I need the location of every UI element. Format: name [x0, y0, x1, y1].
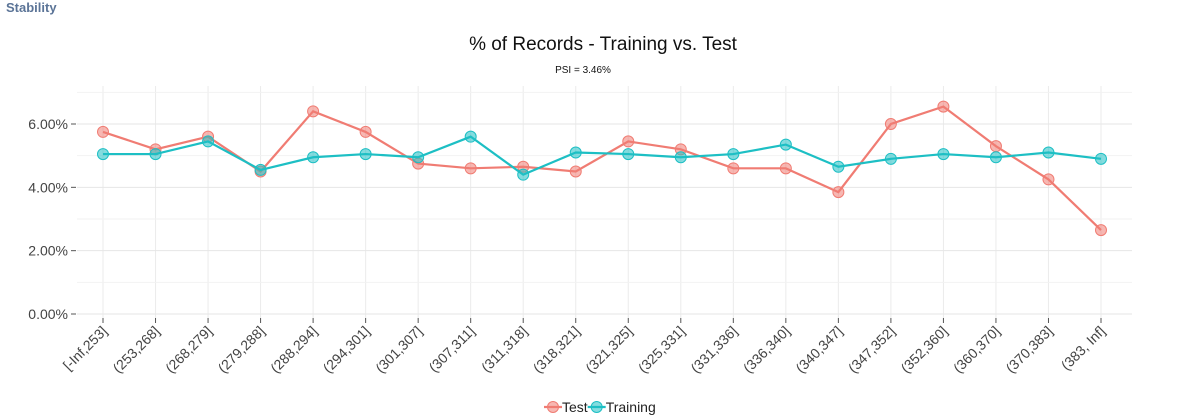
point-test: [464, 162, 477, 175]
legend: Test Training: [544, 399, 656, 415]
x-tick-label: (336,340]: [740, 323, 793, 376]
point-training: [254, 163, 267, 176]
point-training: [97, 148, 109, 161]
point-test: [359, 125, 372, 138]
legend-key-point-training: [590, 401, 603, 413]
x-tick-label: (268,279]: [162, 323, 215, 376]
point-training: [1095, 152, 1107, 165]
point-training: [412, 151, 425, 164]
point-training: [359, 148, 372, 161]
point-test: [622, 135, 635, 148]
series-line-test: [102, 105, 1102, 231]
x-tick-label: (307,311]: [425, 323, 477, 375]
point-training: [149, 148, 162, 161]
point-training: [464, 130, 477, 143]
point-training: [674, 151, 687, 164]
x-tick-label: (340,347]: [792, 323, 845, 376]
x-tick-label: (311,318]: [478, 323, 530, 375]
grid: [77, 86, 1132, 318]
series-group: [97, 100, 1107, 237]
chart-subtitle: PSI = 3.46%: [555, 65, 611, 76]
x-tick-label: (321,325]: [582, 323, 635, 376]
x-tick-label: (294,301]: [320, 323, 373, 376]
point-test: [832, 186, 845, 199]
x-tick-label: (253,268]: [109, 323, 162, 376]
point-test: [569, 165, 582, 178]
x-tick-label: (370,383]: [1002, 323, 1055, 376]
point-training: [202, 135, 215, 148]
point-training: [569, 146, 582, 159]
legend-key-point-test: [547, 401, 559, 413]
x-tick-label: (301,307]: [372, 323, 425, 376]
y-axis: 0.00% 2.00% 4.00% 6.00%: [28, 116, 76, 322]
x-tick-label: (360,370]: [950, 323, 1003, 376]
point-test: [1095, 224, 1107, 237]
x-tick-label: (331,336]: [687, 323, 740, 376]
x-tick-label: (325,331]: [635, 323, 688, 376]
x-tick-label: (347,352]: [845, 323, 898, 376]
legend-label-test: Test: [562, 399, 588, 415]
point-training: [517, 168, 530, 181]
chart-title: % of Records - Training vs. Test: [469, 34, 738, 55]
point-test: [97, 125, 109, 138]
point-training: [832, 160, 845, 173]
point-test: [1042, 173, 1055, 186]
point-test: [307, 105, 320, 118]
legend-label-training: Training: [606, 399, 656, 415]
point-training: [307, 151, 320, 164]
y-tick-label: 4.00%: [28, 179, 68, 195]
y-tick-label: 2.00%: [28, 243, 68, 259]
section-title: Stability: [6, 0, 57, 15]
x-tick-label: [-Inf,253]: [60, 323, 110, 373]
point-training: [727, 148, 740, 161]
x-tick-label: (279,288]: [215, 323, 268, 376]
point-training: [937, 148, 950, 161]
point-training: [989, 151, 1002, 164]
point-test: [884, 118, 897, 130]
y-tick-label: 0.00%: [28, 306, 68, 322]
x-tick-label: (383, Inf]: [1058, 323, 1108, 373]
point-training: [779, 138, 792, 151]
series-line-training: [103, 135, 1102, 176]
x-tick-label: (318,321]: [530, 323, 583, 376]
point-test: [779, 162, 792, 175]
x-axis: [-Inf,253] (253,268] (268,279] (279,288] (28…: [60, 318, 1108, 376]
point-training: [884, 152, 897, 165]
x-tick-label: (352,360]: [897, 323, 950, 376]
point-test: [727, 162, 740, 175]
point-test: [989, 140, 1002, 153]
point-training: [1042, 146, 1055, 159]
point-training: [622, 148, 635, 161]
x-tick-label: (288,294]: [267, 323, 320, 376]
point-test: [937, 100, 950, 113]
y-tick-label: 6.00%: [28, 116, 68, 132]
